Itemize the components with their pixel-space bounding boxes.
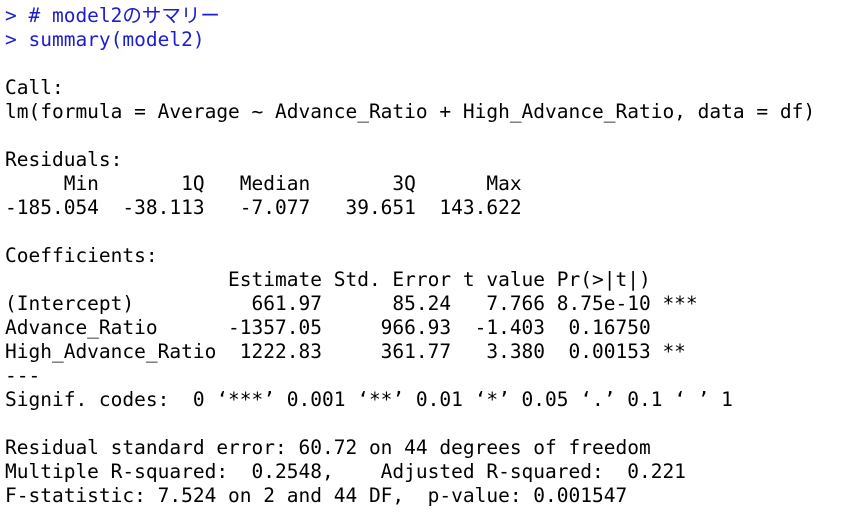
- output-line: Call:: [5, 76, 64, 99]
- output-line: -185.054 -38.113 -7.077 39.651 143.622: [5, 196, 522, 219]
- output-block: Call: lm(formula = Average ~ Advance_Rati…: [5, 76, 853, 124]
- output-block: Residual standard error: 60.72 on 44 deg…: [5, 436, 853, 508]
- output-line: lm(formula = Average ~ Advance_Ratio + H…: [5, 100, 816, 123]
- output-line: High_Advance_Ratio 1222.83 361.77 3.380 …: [5, 340, 686, 363]
- output-block: Residuals: Min 1Q Median 3Q Max -185.054 …: [5, 148, 853, 220]
- output-line: ---: [5, 364, 41, 387]
- command-line: > # model2のサマリー: [5, 4, 220, 27]
- output-block: Coefficients: Estimate Std. Error t valu…: [5, 244, 853, 412]
- output-line: Min 1Q Median 3Q Max: [5, 172, 522, 195]
- input-block: > # model2のサマリー > summary(model2): [5, 4, 853, 52]
- output-line: Residuals:: [5, 148, 123, 171]
- output-line: (Intercept) 661.97 85.24 7.766 8.75e-10 …: [5, 292, 698, 315]
- output-line: Signif. codes: 0 ‘***’ 0.001 ‘**’ 0.01 ‘…: [5, 388, 733, 411]
- output-line: Residual standard error: 60.72 on 44 deg…: [5, 436, 651, 459]
- output-line: Advance_Ratio -1357.05 966.93 -1.403 0.1…: [5, 316, 651, 339]
- command-line: > summary(model2): [5, 28, 205, 51]
- output-line: Estimate Std. Error t value Pr(>|t|): [5, 268, 651, 291]
- output-line: F-statistic: 7.524 on 2 and 44 DF, p-val…: [5, 484, 628, 507]
- output-line: Multiple R-squared: 0.2548, Adjusted R-s…: [5, 460, 686, 483]
- output-line: Coefficients:: [5, 244, 158, 267]
